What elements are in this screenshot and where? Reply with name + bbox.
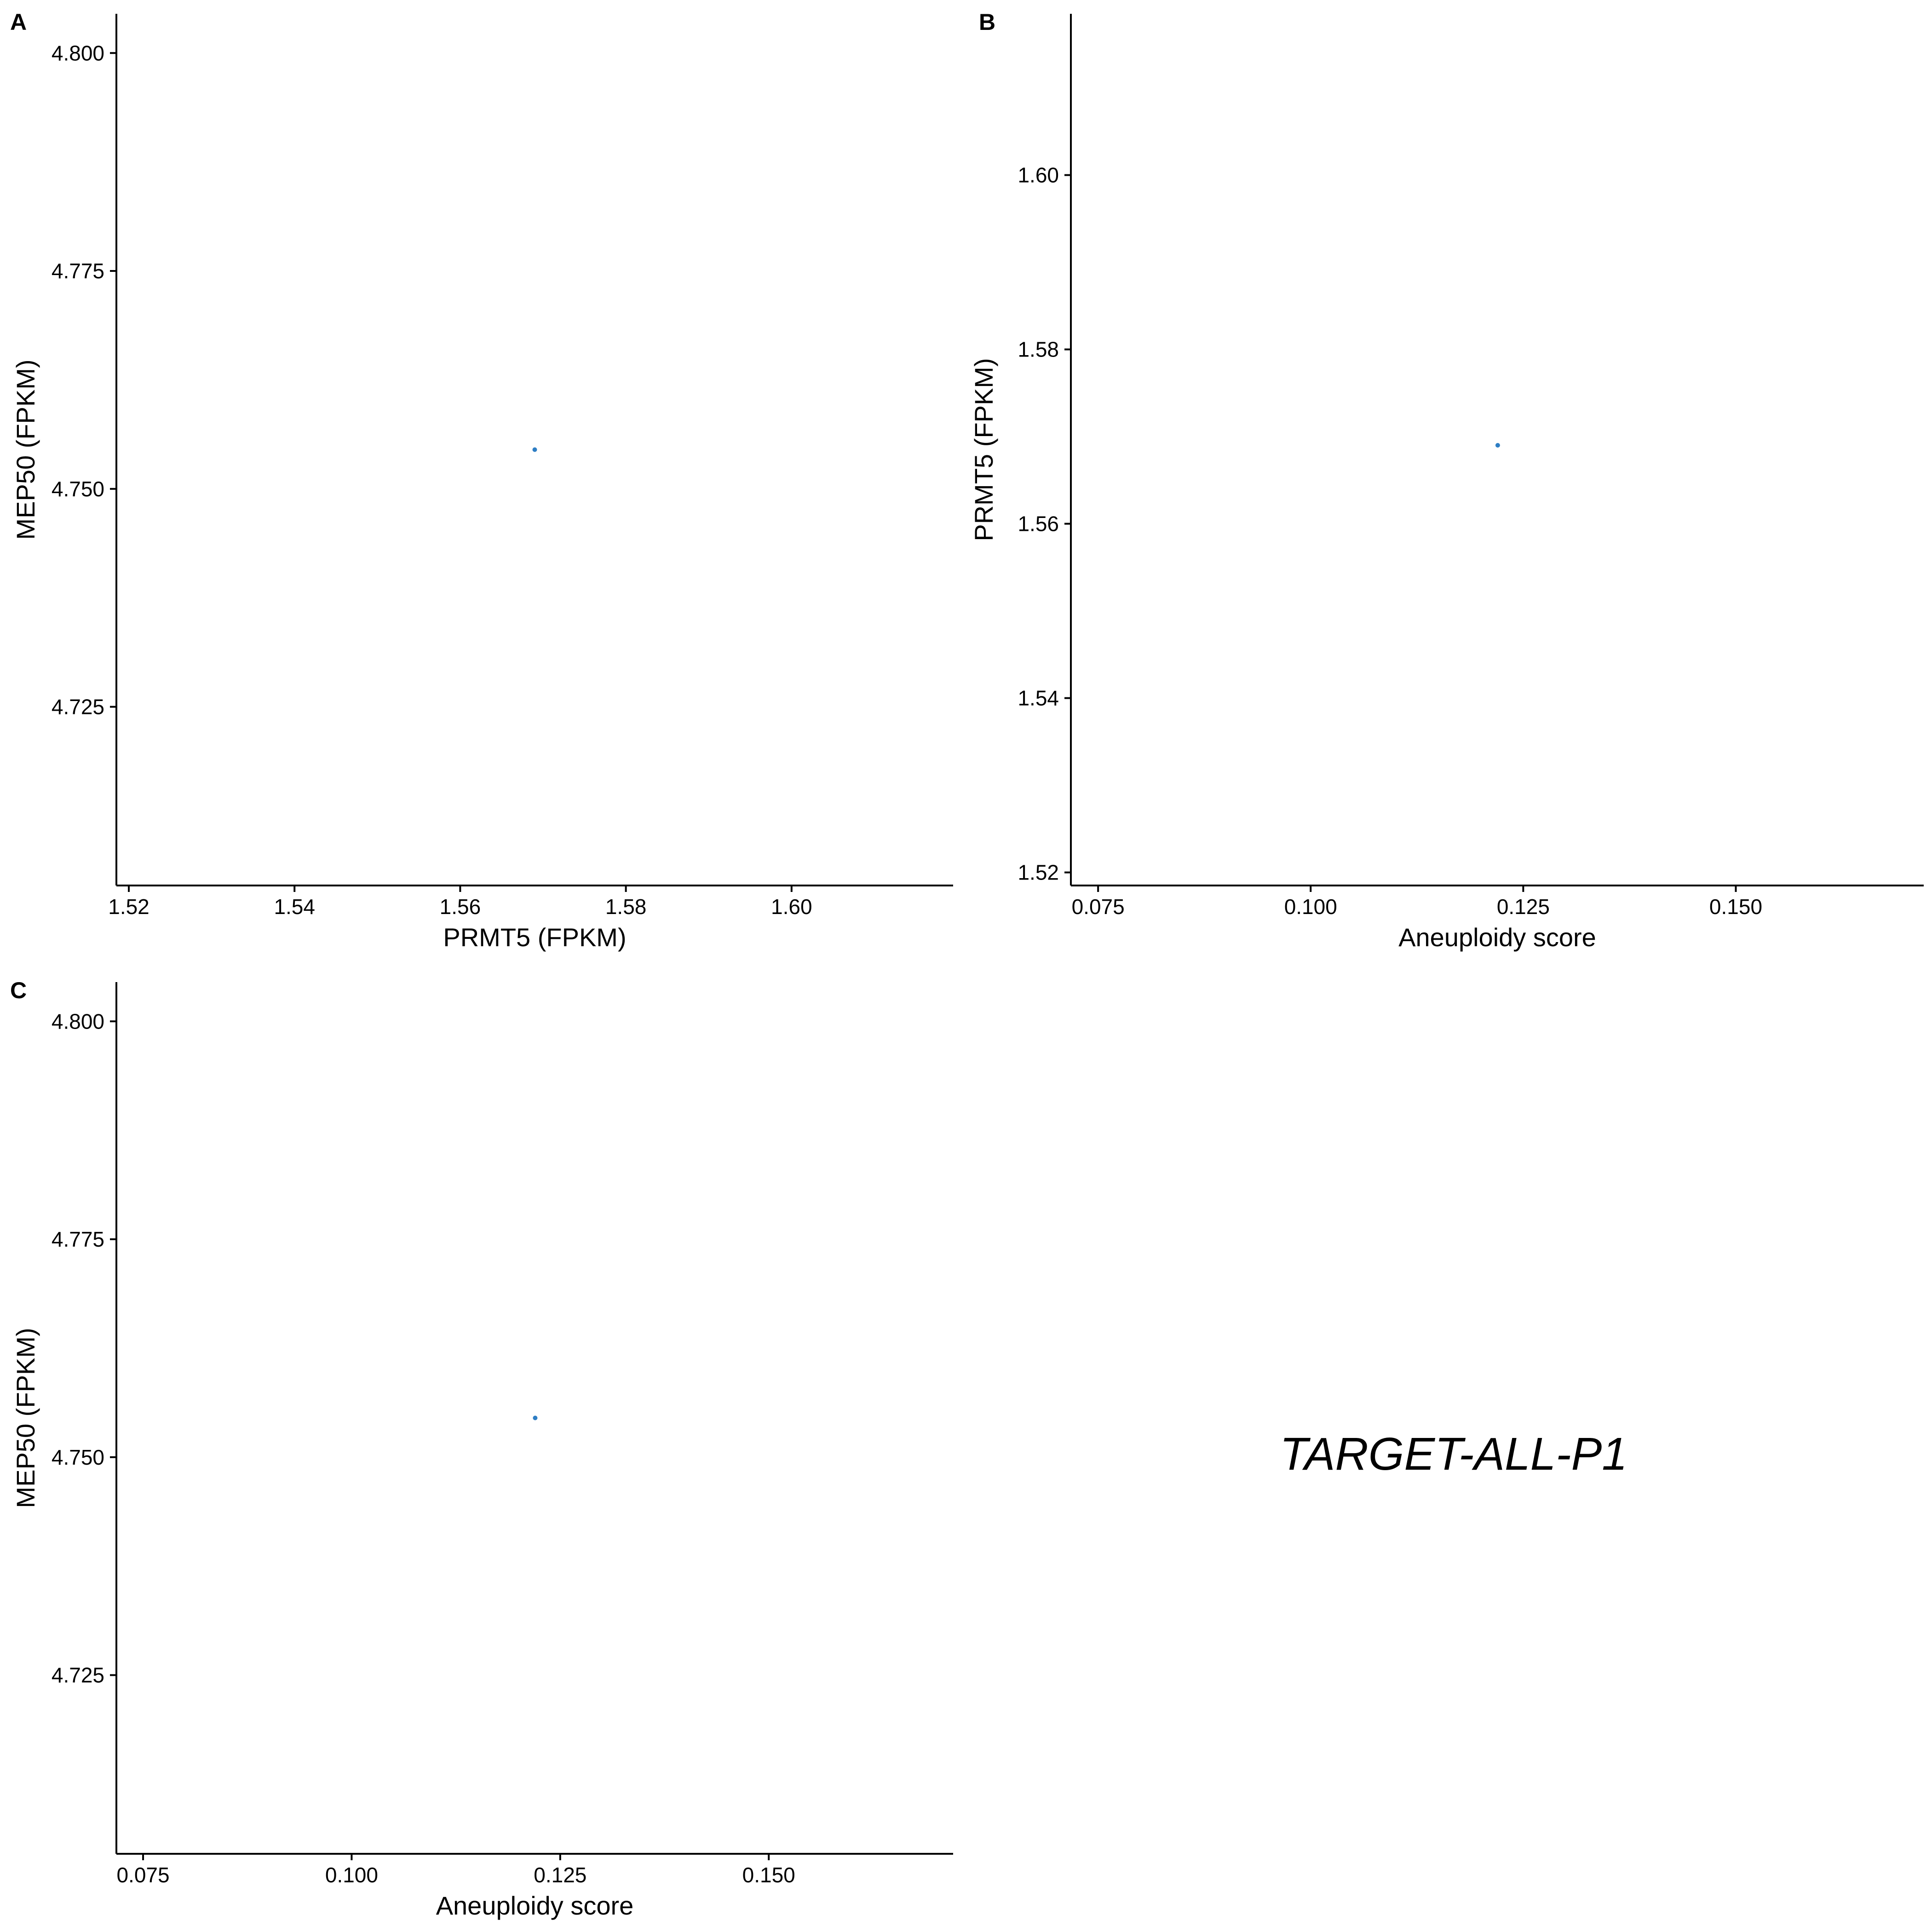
x-tick-label: 1.54 — [274, 895, 315, 919]
x-tick-label: 0.075 — [1072, 895, 1125, 919]
x-tick-label: 0.125 — [1497, 895, 1550, 919]
panel-b: B 0.075 0.100 0.125 0.150 1.52 1.54 1.56 1.58 1.6… — [969, 9, 1924, 952]
y-tick-label: 4.725 — [52, 1663, 104, 1687]
x-tick-label: 1.58 — [605, 895, 647, 919]
y-tick-label: 1.58 — [1018, 338, 1059, 362]
y-axis-title: MEP50 (FPKM) — [11, 1328, 40, 1508]
x-axis-title: PRMT5 (FPKM) — [443, 923, 626, 952]
panel-c: C 0.075 0.100 0.125 0.150 4.725 4.750 4.775 4.80… — [10, 978, 953, 1920]
x-tick-label: 0.150 — [1709, 895, 1762, 919]
y-tick-label: 1.52 — [1018, 861, 1059, 885]
data-point — [1495, 443, 1500, 448]
x-axis-title: Aneuploidy score — [436, 1891, 634, 1920]
y-tick-label: 4.775 — [52, 1227, 104, 1251]
x-tick-label: 1.60 — [771, 895, 812, 919]
panel-a: A 1.52 1.54 1.56 1.58 1.60 4.725 4.750 4.775 4.80… — [10, 9, 953, 952]
caption: TARGET-ALL-P1 — [1280, 1428, 1627, 1480]
data-point — [532, 447, 537, 452]
x-tick-label: 0.100 — [325, 1863, 378, 1887]
y-tick-label: 1.56 — [1018, 512, 1059, 536]
panels: A 1.52 1.54 1.56 1.58 1.60 4.725 4.750 4.775 4.80… — [10, 9, 1924, 1920]
y-axis-title: MEP50 (FPKM) — [11, 359, 40, 540]
x-axis-title: Aneuploidy score — [1398, 923, 1596, 952]
panel-letter: B — [979, 9, 995, 35]
y-tick-label: 4.800 — [52, 41, 104, 65]
y-tick-label: 4.750 — [52, 477, 104, 501]
panel-letter: C — [10, 978, 27, 1003]
y-tick-label: 1.60 — [1018, 163, 1059, 187]
y-tick-label: 4.775 — [52, 259, 104, 283]
y-tick-label: 1.54 — [1018, 686, 1059, 710]
y-tick-label: 4.800 — [52, 1009, 104, 1033]
x-tick-label: 0.150 — [742, 1863, 795, 1887]
x-tick-label: 1.52 — [108, 895, 150, 919]
y-axis-title: PRMT5 (FPKM) — [969, 358, 998, 541]
y-tick-label: 4.750 — [52, 1445, 104, 1469]
x-tick-label: 0.100 — [1284, 895, 1337, 919]
x-tick-label: 1.56 — [440, 895, 481, 919]
panel-letter: A — [10, 9, 27, 35]
data-point — [533, 1415, 538, 1420]
x-tick-label: 0.075 — [116, 1863, 169, 1887]
y-tick-label: 4.725 — [52, 695, 104, 719]
x-tick-label: 0.125 — [534, 1863, 586, 1887]
